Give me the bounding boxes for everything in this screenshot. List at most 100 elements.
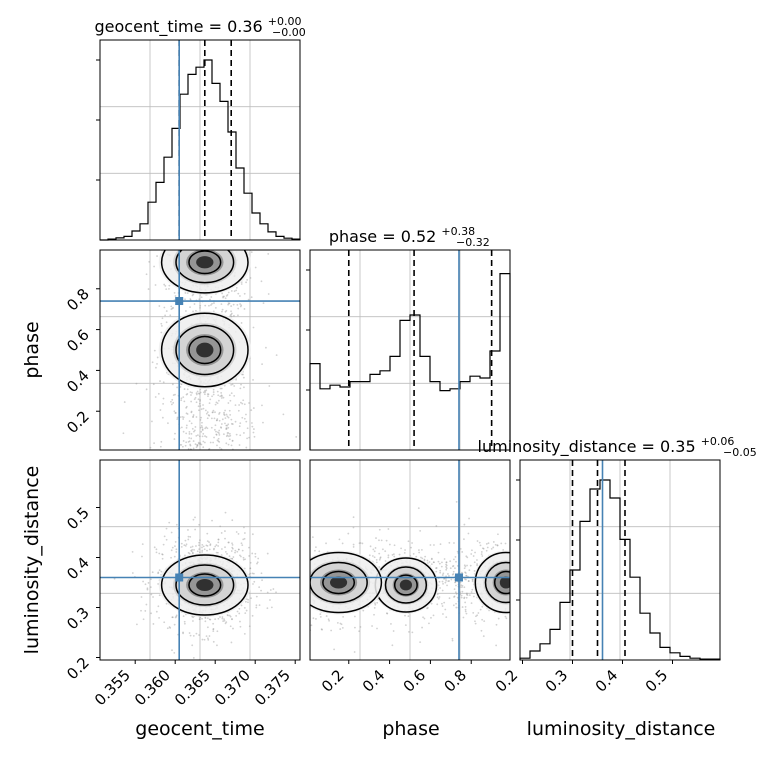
sample-point xyxy=(147,582,150,584)
sample-point xyxy=(145,603,148,606)
sample-point xyxy=(243,532,246,534)
contour-line xyxy=(188,335,222,365)
sample-point xyxy=(222,396,225,399)
sample-point xyxy=(485,543,488,545)
panel-phase-luminosity_distance-frame xyxy=(309,459,511,661)
sample-point xyxy=(227,541,230,544)
sample-point xyxy=(336,621,339,624)
panel-luminosity-distance-hist: luminosity_distance = 0.35 +0.06 −0.05 xyxy=(478,435,757,459)
sample-point xyxy=(229,434,232,437)
sample-point xyxy=(378,558,381,561)
x-axis-labels: geocent_time phase luminosity_distance xyxy=(135,718,715,740)
sample-point xyxy=(194,516,196,519)
sample-point xyxy=(415,555,418,558)
sample-point xyxy=(196,444,199,447)
sample-point xyxy=(275,591,277,594)
sample-point xyxy=(174,295,177,297)
sample-point xyxy=(198,544,200,547)
sample-point xyxy=(142,580,144,583)
sample-point xyxy=(224,622,227,625)
sample-point xyxy=(392,630,395,632)
sample-point xyxy=(163,306,166,309)
sample-point xyxy=(460,596,463,599)
sample-point xyxy=(158,305,161,307)
sample-point xyxy=(238,612,241,615)
sample-point xyxy=(474,620,476,623)
sample-point xyxy=(199,307,201,309)
sample-point xyxy=(225,621,228,624)
sample-point xyxy=(195,401,198,404)
sample-point xyxy=(212,393,215,396)
sample-point xyxy=(245,413,247,416)
sample-point xyxy=(192,414,195,416)
sample-point xyxy=(442,572,445,575)
sample-point xyxy=(211,411,214,414)
sample-point xyxy=(203,548,206,551)
sample-point xyxy=(175,523,178,526)
sample-point xyxy=(201,544,204,546)
sample-point xyxy=(213,302,215,304)
sample-point xyxy=(192,447,195,450)
sample-point xyxy=(216,431,219,434)
sample-point xyxy=(221,308,224,311)
sample-point xyxy=(226,415,229,418)
sample-point xyxy=(190,422,193,425)
sample-point xyxy=(150,612,153,615)
sample-point xyxy=(236,304,239,306)
sample-point xyxy=(203,638,206,641)
sample-point xyxy=(248,625,251,628)
sample-point xyxy=(466,564,468,567)
sample-point xyxy=(243,292,246,295)
contour-line xyxy=(384,566,428,604)
sample-point xyxy=(191,391,193,394)
sample-point xyxy=(448,541,451,544)
sample-point xyxy=(157,605,160,608)
sample-point xyxy=(390,623,392,625)
sample-point xyxy=(380,539,383,542)
sample-point xyxy=(218,446,221,449)
sample-point xyxy=(148,260,151,263)
sample-point xyxy=(175,551,178,553)
sample-point xyxy=(445,579,447,582)
sample-point xyxy=(225,427,228,430)
sample-point xyxy=(144,583,147,586)
sample-point xyxy=(240,304,243,307)
sample-point xyxy=(374,602,376,605)
y-tick-label-luminosity_distance: 0.2 xyxy=(63,654,93,684)
sample-point xyxy=(465,574,468,577)
sample-point xyxy=(174,412,177,414)
sample-point xyxy=(197,405,200,408)
sample-point xyxy=(159,409,162,411)
sample-point xyxy=(418,551,421,554)
sample-point xyxy=(445,563,447,566)
sample-point xyxy=(227,426,230,429)
sample-point xyxy=(435,570,438,573)
sample-point xyxy=(152,383,155,386)
sample-point xyxy=(239,422,242,425)
sample-point xyxy=(384,550,387,553)
sample-point xyxy=(191,615,194,618)
sample-point xyxy=(206,626,209,629)
sample-point xyxy=(192,440,195,442)
sample-point xyxy=(175,548,178,551)
sample-point xyxy=(207,393,210,396)
sample-point xyxy=(451,573,454,576)
sample-point xyxy=(191,548,194,551)
sample-point xyxy=(504,615,507,618)
sample-point xyxy=(230,312,233,315)
sample-point xyxy=(245,420,248,423)
sample-point xyxy=(209,298,211,301)
sample-point xyxy=(249,572,252,575)
sample-point xyxy=(155,548,158,551)
sample-point xyxy=(201,638,204,641)
sample-point xyxy=(216,402,219,405)
sample-point xyxy=(478,541,481,544)
sample-point xyxy=(219,525,222,528)
sample-point xyxy=(438,562,441,565)
sample-point xyxy=(438,596,441,598)
x-tick-label-luminosity_distance: 0.3 xyxy=(542,666,572,696)
density-level xyxy=(196,256,214,269)
sample-point xyxy=(153,349,156,352)
sample-point xyxy=(146,587,149,590)
sample-point xyxy=(251,422,253,424)
